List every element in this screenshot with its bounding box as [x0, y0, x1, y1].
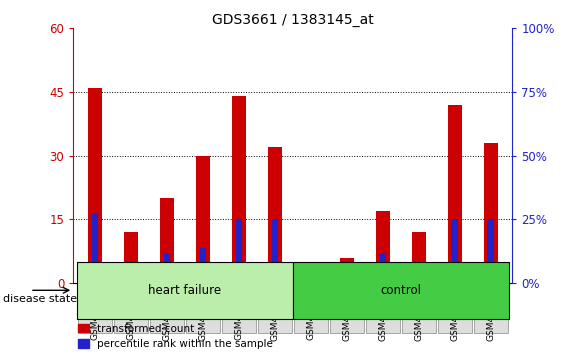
Text: GSM476048: GSM476048 — [90, 286, 99, 341]
Bar — [379, 253, 386, 283]
Legend: transformed count, percentile rank within the sample: transformed count, percentile rank withi… — [78, 324, 273, 349]
Bar — [415, 273, 422, 283]
FancyBboxPatch shape — [474, 276, 508, 290]
Text: GSM476049: GSM476049 — [126, 286, 135, 341]
FancyBboxPatch shape — [402, 276, 436, 290]
Text: heart failure: heart failure — [148, 284, 221, 297]
FancyBboxPatch shape — [366, 283, 400, 333]
FancyBboxPatch shape — [294, 276, 328, 290]
FancyBboxPatch shape — [150, 283, 184, 333]
Bar — [92, 215, 98, 283]
Text: GSM476053: GSM476053 — [270, 286, 279, 341]
Bar — [199, 247, 206, 283]
Text: GSM476052: GSM476052 — [234, 286, 243, 341]
Bar — [267, 147, 282, 283]
Bar — [195, 156, 210, 283]
FancyBboxPatch shape — [78, 283, 111, 333]
Text: GSM476054: GSM476054 — [306, 286, 315, 341]
FancyBboxPatch shape — [474, 283, 508, 333]
Bar — [77, 262, 293, 319]
Text: GSM476059: GSM476059 — [486, 286, 495, 341]
Text: GSM476056: GSM476056 — [378, 286, 387, 341]
FancyBboxPatch shape — [402, 283, 436, 333]
Bar — [235, 219, 242, 283]
Bar — [376, 211, 390, 283]
Bar — [339, 258, 354, 283]
Bar — [303, 279, 318, 283]
FancyBboxPatch shape — [330, 283, 364, 333]
Bar — [452, 219, 458, 283]
FancyBboxPatch shape — [114, 276, 148, 290]
FancyBboxPatch shape — [186, 276, 220, 290]
Text: GSM476058: GSM476058 — [450, 286, 459, 341]
Bar — [128, 270, 134, 283]
Bar — [293, 262, 509, 319]
FancyBboxPatch shape — [222, 276, 256, 290]
FancyBboxPatch shape — [258, 276, 292, 290]
FancyBboxPatch shape — [222, 283, 256, 333]
FancyBboxPatch shape — [294, 283, 328, 333]
Bar — [271, 219, 278, 283]
Bar — [343, 263, 350, 283]
Bar — [231, 96, 246, 283]
Text: GSM476051: GSM476051 — [198, 286, 207, 341]
FancyBboxPatch shape — [78, 276, 111, 290]
Text: GSM476050: GSM476050 — [162, 286, 171, 341]
Bar — [448, 105, 462, 283]
Bar — [484, 143, 498, 283]
Bar — [163, 253, 170, 283]
Bar — [159, 198, 174, 283]
FancyBboxPatch shape — [150, 276, 184, 290]
Bar — [307, 281, 314, 283]
Bar — [88, 88, 102, 283]
Bar — [412, 232, 426, 283]
Title: GDS3661 / 1383145_at: GDS3661 / 1383145_at — [212, 13, 374, 27]
Bar — [124, 232, 138, 283]
FancyBboxPatch shape — [186, 283, 220, 333]
FancyBboxPatch shape — [330, 276, 364, 290]
FancyBboxPatch shape — [438, 283, 472, 333]
Text: GSM476055: GSM476055 — [342, 286, 351, 341]
FancyBboxPatch shape — [438, 276, 472, 290]
FancyBboxPatch shape — [258, 283, 292, 333]
Text: GSM476057: GSM476057 — [414, 286, 423, 341]
FancyBboxPatch shape — [114, 283, 148, 333]
Text: control: control — [380, 284, 421, 297]
FancyBboxPatch shape — [366, 276, 400, 290]
Bar — [488, 219, 494, 283]
Text: disease state: disease state — [3, 294, 77, 304]
